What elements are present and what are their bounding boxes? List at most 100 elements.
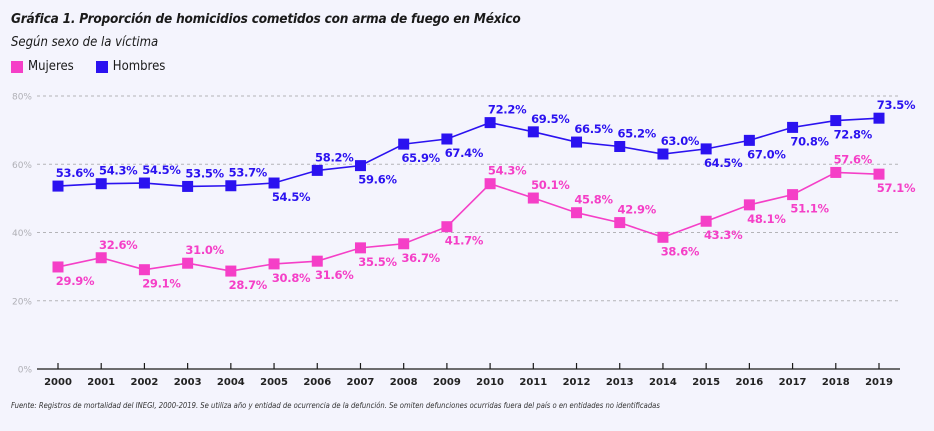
data-label-mujeres: 57.1% <box>877 181 916 195</box>
gridlines <box>37 95 900 302</box>
data-point-hombres <box>830 115 842 127</box>
data-point-hombres <box>95 178 107 190</box>
x-tick-label: 2014 <box>649 377 677 388</box>
data-label-hombres: 54.3% <box>99 164 138 178</box>
y-axis-ticks: 0% 20% 40% 60% 80% <box>12 93 32 376</box>
data-label-hombres: 72.8% <box>834 128 873 142</box>
data-label-hombres: 59.6% <box>358 173 397 187</box>
data-point-mujeres <box>657 231 669 243</box>
data-label-mujeres: 32.6% <box>99 238 138 252</box>
data-label-hombres: 67.0% <box>747 147 786 161</box>
data-point-mujeres <box>398 238 410 250</box>
data-label-hombres: 65.2% <box>618 127 657 141</box>
x-tick-label: 2008 <box>390 377 418 388</box>
data-point-hombres <box>484 117 496 129</box>
x-tick-label: 2016 <box>735 377 763 388</box>
data-point-hombres <box>225 180 237 192</box>
data-label-hombres: 65.9% <box>401 151 440 165</box>
data-point-mujeres <box>311 255 323 267</box>
data-label-mujeres: 51.1% <box>790 202 829 216</box>
data-label-mujeres: 50.1% <box>531 178 570 192</box>
x-tick-label: 2000 <box>44 377 72 388</box>
data-point-mujeres <box>787 189 799 201</box>
data-label-hombres: 54.5% <box>272 190 311 204</box>
x-tick-label: 2012 <box>563 377 591 388</box>
x-tick-label: 2013 <box>606 377 634 388</box>
data-label-hombres: 63.0% <box>661 134 700 148</box>
x-tick-label: 2007 <box>347 377 375 388</box>
data-point-mujeres <box>571 207 583 219</box>
data-point-mujeres <box>354 242 366 254</box>
x-tick-label: 2002 <box>130 377 158 388</box>
x-axis: 2000 2001 2002 2003 2004 2005 2006 2007 2008 2009… <box>37 363 900 388</box>
data-point-hombres <box>700 143 712 155</box>
data-label-mujeres: 43.3% <box>704 228 743 242</box>
data-point-hombres <box>398 138 410 150</box>
x-tick-label: 2018 <box>822 377 850 388</box>
data-point-hombres <box>52 180 64 192</box>
x-tick-label: 2004 <box>217 377 245 388</box>
x-tick-label: 2001 <box>87 377 115 388</box>
data-point-hombres <box>657 148 669 160</box>
data-label-mujeres: 31.6% <box>315 268 354 282</box>
chart-subtitle: Según sexo de la víctima <box>11 35 159 50</box>
series-group: 29.9% 32.6% 29.1% 31.0% 28.7% 30.8% 31.6% 35.5%… <box>52 98 916 292</box>
data-label-hombres: 73.5% <box>877 98 916 112</box>
data-point-mujeres <box>441 221 453 233</box>
data-label-mujeres: 54.3% <box>488 164 527 178</box>
source-footnote: Fuente: Registros de mortalidad del INEG… <box>11 401 660 410</box>
x-tick-label: 2017 <box>779 377 807 388</box>
data-point-hombres <box>571 136 583 148</box>
data-label-mujeres: 30.8% <box>272 271 311 285</box>
data-label-hombres: 53.5% <box>185 166 224 180</box>
data-point-mujeres <box>743 199 755 211</box>
data-label-hombres: 72.2% <box>488 103 527 117</box>
series-mujeres: 29.9% 32.6% 29.1% 31.0% 28.7% 30.8% 31.6% 35.5%… <box>52 152 916 292</box>
data-point-mujeres <box>95 252 107 264</box>
data-label-hombres: 67.4% <box>445 146 484 160</box>
chart-title: Gráfica 1. Proporción de homicidios come… <box>11 11 521 27</box>
data-label-mujeres: 48.1% <box>747 212 786 226</box>
data-point-mujeres <box>614 217 626 229</box>
data-label-hombres: 53.7% <box>229 166 268 180</box>
data-point-hombres <box>182 180 194 192</box>
x-tick-label: 2011 <box>519 377 547 388</box>
data-point-hombres <box>614 141 626 153</box>
x-tick-label: 2010 <box>476 377 504 388</box>
data-label-hombres: 66.5% <box>574 122 613 136</box>
y-tick-label: 80% <box>12 93 32 103</box>
data-label-mujeres: 35.5% <box>358 255 397 269</box>
data-label-mujeres: 45.8% <box>574 193 613 207</box>
data-label-mujeres: 42.9% <box>618 203 657 217</box>
data-point-mujeres <box>830 166 842 178</box>
data-label-hombres: 53.6% <box>56 166 95 180</box>
y-tick-label: 60% <box>12 161 32 171</box>
data-label-mujeres: 57.6% <box>834 152 873 166</box>
data-point-mujeres <box>527 192 539 204</box>
legend-swatch-hombres <box>95 60 108 73</box>
data-point-mujeres <box>182 257 194 269</box>
series-hombres: 53.6% 54.3% 54.5% 53.5% 53.7% 54.5% 58.2% 59.6%… <box>52 98 916 204</box>
data-point-hombres <box>441 133 453 145</box>
data-point-hombres <box>354 160 366 172</box>
y-tick-label: 40% <box>12 229 32 239</box>
data-point-mujeres <box>225 265 237 277</box>
legend-label-mujeres: Mujeres <box>28 59 74 74</box>
data-point-hombres <box>527 126 539 138</box>
y-tick-label: 20% <box>12 297 32 307</box>
data-label-mujeres: 41.7% <box>445 234 484 248</box>
data-label-mujeres: 38.6% <box>661 244 700 258</box>
series-line-hombres <box>57 117 880 188</box>
data-label-mujeres: 29.1% <box>142 277 181 291</box>
data-point-hombres <box>787 121 799 133</box>
data-point-mujeres <box>138 264 150 276</box>
data-label-hombres: 54.5% <box>142 163 181 177</box>
data-label-hombres: 70.8% <box>790 134 829 148</box>
data-label-hombres: 69.5% <box>531 112 570 126</box>
legend-item-mujeres: Mujeres <box>11 59 74 74</box>
data-point-mujeres <box>268 258 280 270</box>
y-tick-label: 0% <box>18 366 33 376</box>
x-tick-label: 2015 <box>692 377 720 388</box>
x-tick-label: 2019 <box>865 377 893 388</box>
